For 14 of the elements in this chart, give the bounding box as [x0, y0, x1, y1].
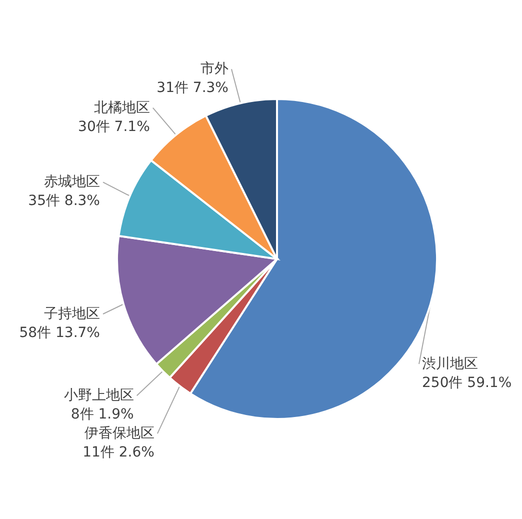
data-label: 250件 59.1%	[422, 375, 512, 391]
slice-label: 渋川地区	[422, 356, 478, 372]
data-label: 31件 7.3%	[156, 80, 228, 96]
data-label: 11件 2.6%	[82, 444, 154, 461]
data-label: 8件 1.9%	[70, 406, 134, 423]
slice-label: 赤城地区	[44, 174, 100, 190]
slice-label: 小野上地区	[64, 388, 134, 404]
slice-label: 子持地区	[44, 306, 100, 322]
slice-label: 伊香保地区	[84, 426, 154, 442]
data-label: 58件 13.7%	[19, 325, 100, 341]
data-label: 35件 8.3%	[28, 193, 100, 210]
data-label: 30件 7.1%	[78, 118, 150, 135]
slice-label: 北橘地区	[94, 100, 150, 116]
slice-label: 市外	[200, 61, 228, 78]
